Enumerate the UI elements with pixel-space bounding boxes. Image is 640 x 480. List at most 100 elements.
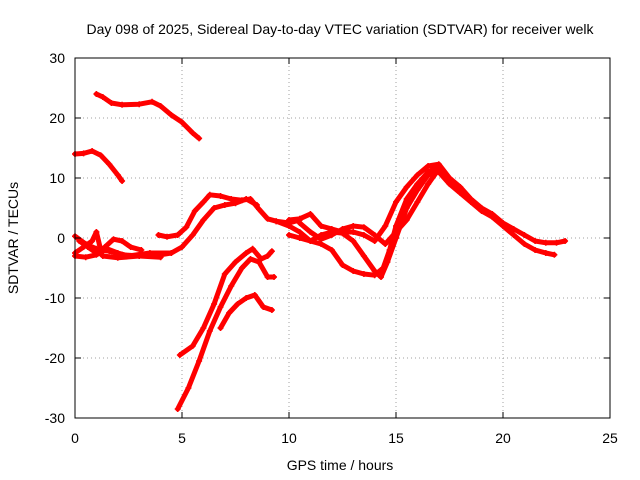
data-point [339,226,346,232]
data-point [97,152,104,159]
data-point [89,148,96,154]
series-line-3 [156,192,303,240]
data-point [553,239,560,246]
data-point [403,196,410,202]
data-point [307,229,314,235]
data-point [89,238,96,244]
data-point [110,236,117,243]
data-point [350,229,357,235]
data-point [251,292,258,298]
data-point [425,163,432,169]
data-point [82,254,89,261]
data-point [136,101,143,108]
data-point [286,232,292,238]
data-point [551,251,558,258]
data-point [435,166,442,172]
data-point [296,220,303,226]
x-tick-label: 0 [71,430,79,446]
data-point [273,218,280,225]
data-point [510,232,517,238]
data-point [393,199,399,205]
data-point [228,196,235,202]
data-point [532,247,539,253]
x-tick-label: 20 [495,430,511,446]
data-point [157,103,164,109]
data-point [108,100,115,106]
x-axis-label: GPS time / hours [287,457,394,473]
data-point [446,175,453,181]
data-point [414,172,421,178]
data-point [164,233,171,240]
data-point [378,274,385,280]
data-point [542,250,549,256]
data-point [393,229,399,235]
data-point [80,150,87,157]
data-point [243,295,250,301]
data-point [256,206,263,213]
axis-ticks: 0 5 10 15 20 25 -30 -20 -10 0 10 20 30 [45,50,618,446]
data-point [386,247,393,253]
data-point [382,241,389,247]
data-point [532,238,539,244]
data-point [403,184,410,190]
data-point [238,265,245,271]
data-point [307,238,314,244]
data-point [478,208,485,214]
data-point [393,223,399,229]
data-point [168,250,175,256]
data-point [339,262,346,268]
data-point [360,271,367,277]
data-point [211,205,218,211]
y-tick-label: -30 [45,410,65,426]
data-point [191,208,198,214]
data-point [457,184,464,190]
data-point [382,223,389,229]
data-point [414,181,421,187]
data-point [155,232,162,238]
data-point [371,232,378,238]
data-point [286,223,292,229]
y-tick-label: 10 [49,170,65,186]
chart-title: Day 098 of 2025, Sidereal Day-to-day VTE… [86,21,594,37]
data-point [360,232,367,238]
data-point [328,247,335,253]
data-point [106,248,113,255]
data-point [157,251,164,258]
data-point [232,259,239,265]
data-point [232,200,239,207]
data-point [196,135,203,142]
data-point [328,232,335,238]
data-point [562,238,569,244]
data-point [271,274,278,280]
data-point [185,385,192,391]
data-point [93,245,100,252]
data-point [350,268,357,274]
data-point [101,244,108,250]
data-point [318,236,325,243]
data-point [119,178,126,184]
data-point [286,217,292,223]
data-point [249,245,256,252]
data-point [307,211,314,217]
data-point [200,325,207,331]
data-point [296,229,303,235]
data-point [371,238,378,244]
x-tick-label: 25 [602,430,618,446]
data-point [403,217,410,223]
data-point [93,91,100,97]
data-point [457,190,464,196]
data-point [318,223,325,229]
data-point [489,214,496,220]
data-point [500,223,506,229]
series-line-7 [72,233,174,261]
x-tick-label: 5 [178,430,186,446]
y-axis-label: SDTVAR / TECUs [5,182,21,294]
data-point [82,241,89,247]
data-point [350,223,357,229]
series-line-8 [175,256,277,412]
data-point [196,358,203,364]
data-point [221,202,228,208]
data-point [183,224,190,231]
data-point [260,304,267,310]
data-point [200,217,207,223]
